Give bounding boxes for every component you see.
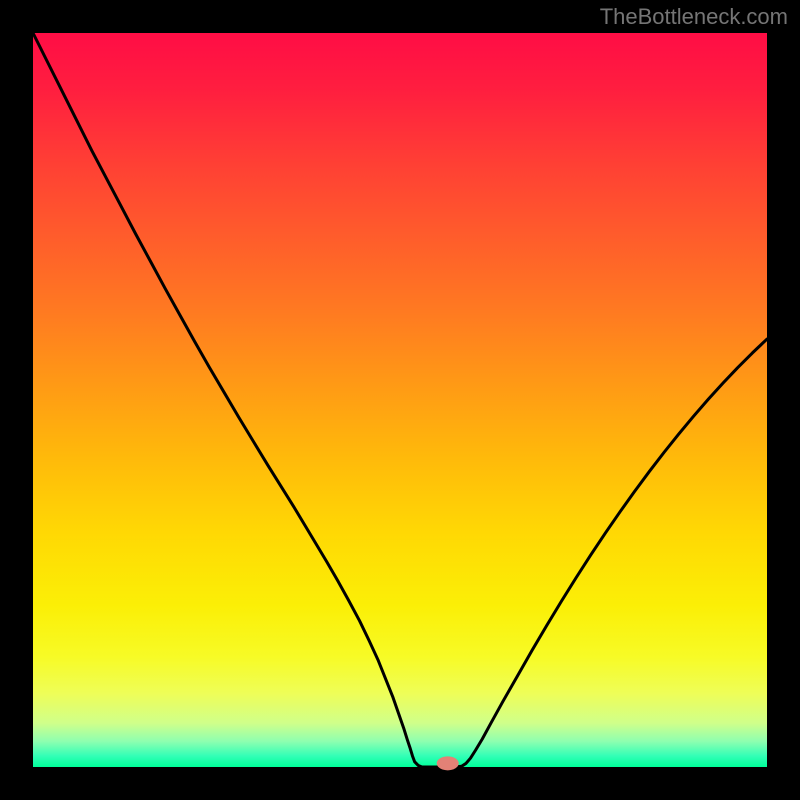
optimal-point-marker xyxy=(437,756,459,770)
watermark-text: TheBottleneck.com xyxy=(600,4,788,30)
chart-frame: TheBottleneck.com xyxy=(0,0,800,800)
bottleneck-chart xyxy=(0,0,800,800)
plot-background xyxy=(33,33,767,767)
